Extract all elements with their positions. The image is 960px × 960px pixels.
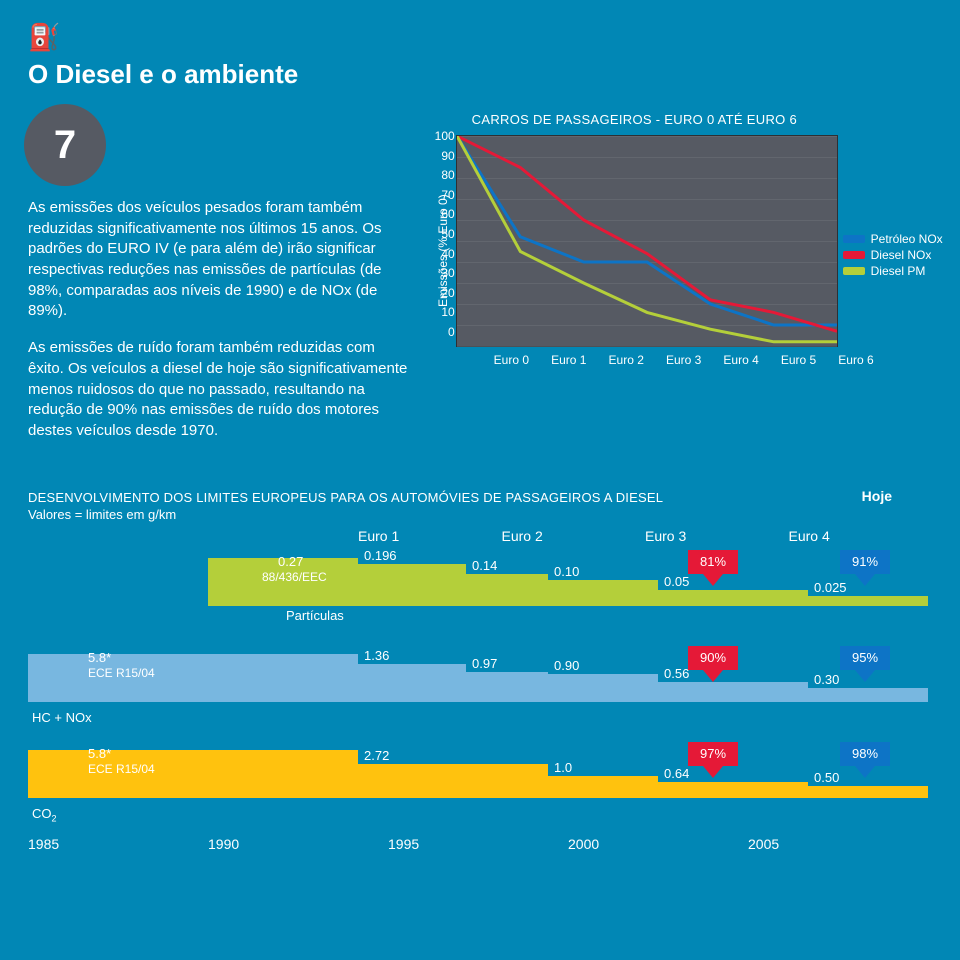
page-title: O Diesel e o ambiente (28, 59, 932, 90)
timeline-bands: 0.1960.140.100.050.0250.2788/436/EECPart… (28, 548, 932, 808)
line-chart-y-ticks: 1009080706050403020100 (427, 129, 455, 339)
body-text: As emissões dos veículos pesados foram t… (28, 198, 408, 442)
band-hcnox: 1.360.970.900.560.305.8*ECE R15/04HC + N… (28, 644, 932, 712)
band-co2: 2.721.00.640.505.8*ECE R15/04CO297%98% (28, 740, 932, 808)
section-number-badge: 7 (24, 104, 106, 186)
limits-section: DESENVOLVIMENTO DOS LIMITES EUROPEUS PAR… (28, 490, 932, 852)
line-chart-legend: Petróleo NOxDiesel NOxDiesel PM (843, 232, 943, 280)
line-chart-plot: 1009080706050403020100 Petróleo NOxDiese… (456, 135, 838, 347)
fuel-pump-icon: ⛽ (28, 22, 932, 53)
line-chart: CARROS DE PASSAGEIROS - EURO 0 ATÉ EURO … (432, 112, 932, 367)
line-chart-x-ticks: Euro 0Euro 1Euro 2Euro 3Euro 4Euro 5Euro… (494, 353, 874, 367)
hoje-label: Hoje (862, 488, 892, 504)
section2-subtitle: Valores = limites em g/km (28, 507, 932, 522)
year-axis: 19851990199520002005 (28, 836, 932, 852)
euro-headers: Euro 1Euro 2Euro 3Euro 4 (358, 528, 932, 544)
paragraph-2: As emissões de ruído foram também reduzi… (28, 338, 408, 441)
band-particulas: 0.1960.140.100.050.0250.2788/436/EECPart… (28, 548, 932, 616)
paragraph-1: As emissões dos veículos pesados foram t… (28, 198, 408, 322)
line-chart-title: CARROS DE PASSAGEIROS - EURO 0 ATÉ EURO … (472, 112, 932, 127)
section2-title: DESENVOLVIMENTO DOS LIMITES EUROPEUS PAR… (28, 490, 932, 505)
